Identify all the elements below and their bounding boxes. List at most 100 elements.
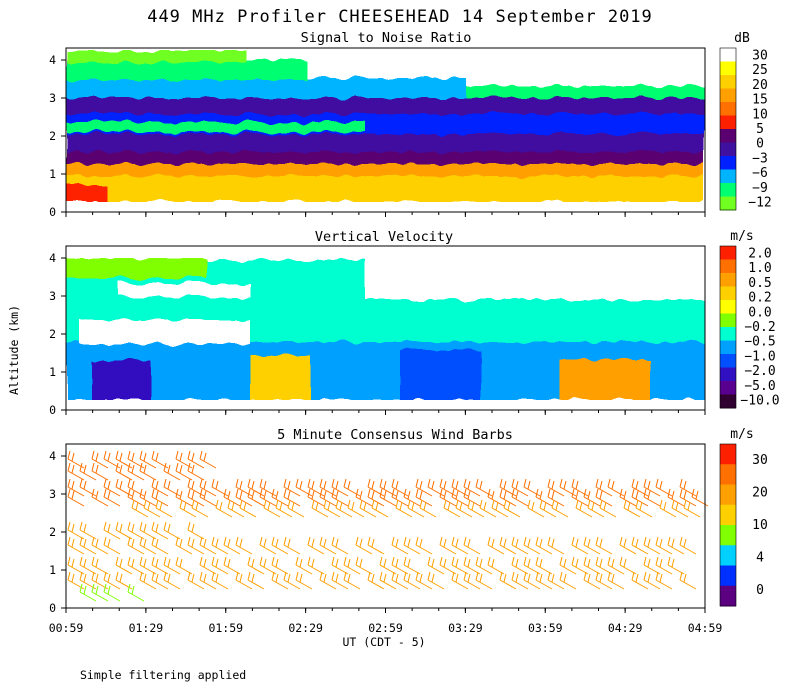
wind-barb-flag (239, 573, 243, 583)
snr-colorbar-label: 30 (752, 48, 768, 63)
wind-barb-shaft (187, 496, 205, 507)
wind-barb-flag (95, 490, 99, 500)
barb-ytick-label: 2 (49, 525, 56, 539)
wind-barb-flag (515, 558, 519, 568)
wind-barb (487, 536, 505, 555)
wind-barb-flag (211, 571, 215, 581)
wind-barb-shaft (439, 544, 457, 555)
wind-barb (623, 499, 641, 518)
wind-barb (67, 521, 85, 540)
wind-barb-shaft (283, 486, 301, 497)
wind-barb (211, 536, 229, 555)
wind-barb (211, 556, 229, 575)
wind-barb-flag (467, 538, 471, 548)
wind-barb-flag (231, 501, 235, 511)
wind-barb (347, 499, 365, 518)
wind-barb (67, 556, 85, 575)
wind-barb (511, 488, 529, 507)
wind-barb-flag (247, 571, 251, 581)
wind-barb-shaft (91, 591, 109, 602)
wind-barb-flag (167, 558, 171, 568)
wind-barb (547, 478, 565, 497)
wind-barb (79, 583, 97, 602)
wind-barb-shaft (403, 496, 421, 507)
wind-barb (415, 571, 433, 590)
wind-barb (199, 450, 217, 469)
barb-colorbar-label: 0 (756, 583, 764, 598)
snr-colorbar-swatch (720, 142, 736, 157)
wind-barb-shaft (667, 496, 685, 507)
y-axis-label: Altitude (km) (7, 305, 21, 395)
wind-barb-flag (319, 536, 323, 546)
vv-colorbar-label: −0.2 (744, 320, 775, 335)
wind-barb-shaft (415, 496, 433, 507)
wind-barb (151, 536, 169, 555)
wind-barb-shaft (151, 486, 169, 497)
wind-barb-shaft (643, 579, 661, 590)
wind-barb-flag (183, 501, 187, 511)
wind-barb-flag (447, 501, 451, 511)
wind-barb-flag (643, 571, 647, 581)
wind-barb-flag (203, 558, 207, 568)
wind-barb (307, 556, 325, 575)
wind-barb-flag (127, 462, 131, 472)
wind-barb-flag (311, 480, 315, 490)
wind-barb (379, 478, 397, 497)
barb-colorbar-frame (719, 443, 737, 607)
wind-barb-flag (539, 490, 543, 500)
barb-ytick-label: 4 (49, 449, 56, 463)
vv-colorbar-label: 0.5 (748, 276, 771, 291)
wind-barb-flag (535, 488, 539, 498)
wind-barb-shaft (199, 486, 217, 497)
wind-barb-flag (179, 490, 183, 500)
wind-barb-flag (343, 556, 347, 566)
wind-barb-flag (359, 490, 363, 500)
wind-barb (367, 488, 385, 507)
wind-barb (79, 521, 97, 540)
wind-barb-flag (371, 490, 375, 500)
wind-barb-shaft (127, 470, 145, 481)
wind-barb (211, 571, 229, 590)
wind-barb-shaft (523, 564, 541, 575)
wind-barb-flag (187, 536, 191, 546)
wind-barb-flag (71, 558, 75, 568)
wind-barb-flag (575, 480, 579, 490)
wind-barb-shaft (355, 564, 373, 575)
wind-barb-shaft (571, 496, 589, 507)
wind-barb (511, 556, 529, 575)
wind-barb-shaft (67, 470, 85, 481)
x-tick-label: 01:59 (208, 621, 243, 635)
snr-panel-title: Signal to Noise Ratio (301, 30, 472, 46)
wind-barb (607, 571, 625, 590)
wind-barb-flag (95, 538, 99, 548)
wind-barb-flag (367, 488, 371, 498)
vv-colorbar-units: m/s (730, 229, 753, 244)
wind-barb-shaft (451, 564, 469, 575)
wind-barb-flag (671, 538, 675, 548)
wind-barb-flag (127, 478, 131, 488)
wind-barb-flag (83, 573, 87, 583)
wind-barb-flag (323, 490, 327, 500)
vv-heatmap (66, 258, 705, 400)
wind-barb (371, 499, 389, 518)
wind-barb-flag (359, 538, 363, 548)
wind-barb-shaft (143, 507, 161, 518)
wind-barb (91, 450, 109, 469)
wind-barb-flag (199, 478, 203, 488)
wind-barb-flag (155, 499, 159, 509)
wind-barb-flag (131, 558, 135, 568)
wind-barb-flag (443, 558, 447, 568)
wind-barb-flag (643, 556, 647, 566)
wind-barb (419, 499, 437, 518)
wind-barb (643, 478, 661, 497)
wind-barb-flag (311, 499, 315, 509)
wind-barb-flag (227, 558, 231, 568)
wind-barb-flag (67, 478, 71, 488)
wind-barb (671, 499, 689, 518)
wind-barb-flag (571, 488, 575, 498)
wind-barb-flag (91, 556, 95, 566)
wind-barb-shaft (215, 507, 233, 518)
wind-barb-shaft (139, 564, 157, 575)
wind-barb-flag (223, 556, 227, 566)
vv-ytick-label: 1 (49, 365, 56, 379)
